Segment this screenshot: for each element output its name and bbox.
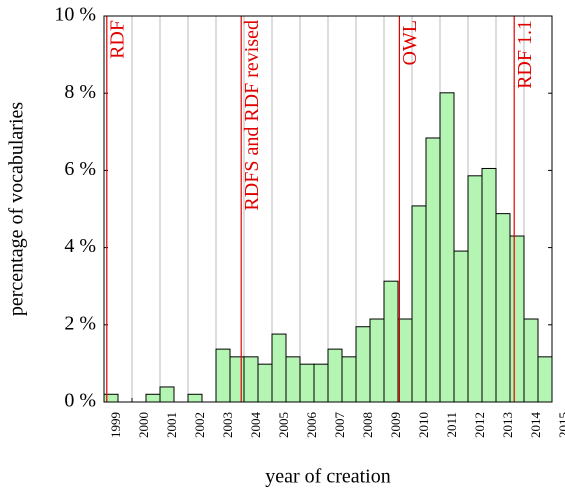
x-tick-label: 1999 xyxy=(108,412,123,438)
bar xyxy=(509,235,525,403)
x-tick-label: 2014 xyxy=(528,412,543,439)
x-tick-label: 2004 xyxy=(248,412,263,439)
bar xyxy=(453,250,469,403)
x-tick-label: 2011 xyxy=(444,412,459,438)
bar xyxy=(523,318,539,403)
event-label: RDFS and RDF revised xyxy=(241,20,263,211)
bar xyxy=(355,326,371,403)
x-tick-label: 2015 xyxy=(556,412,565,438)
event-label: RDF xyxy=(106,20,128,59)
bar xyxy=(271,333,287,403)
bar xyxy=(495,213,511,403)
x-tick-label: 2000 xyxy=(136,412,151,438)
bar xyxy=(369,318,385,403)
y-tick-label: 8 % xyxy=(64,81,96,103)
bar xyxy=(439,92,455,403)
bar xyxy=(285,356,301,403)
bar xyxy=(299,363,315,403)
y-tick-label: 4 % xyxy=(64,235,96,257)
x-tick-label: 2003 xyxy=(220,412,235,438)
x-tick-label: 2012 xyxy=(472,412,487,438)
x-tick-label: 2013 xyxy=(500,412,515,438)
y-tick-label: 10 % xyxy=(54,4,96,26)
x-tick-label: 2008 xyxy=(360,412,375,438)
bar xyxy=(467,175,483,403)
y-tick-label: 6 % xyxy=(64,158,96,180)
bar xyxy=(229,356,245,403)
bar xyxy=(425,137,441,403)
x-tick-label: 2010 xyxy=(416,412,431,438)
bar xyxy=(383,280,399,403)
bar xyxy=(327,348,343,403)
bar xyxy=(411,205,427,403)
bar xyxy=(243,356,259,403)
plot-frame xyxy=(103,15,553,403)
x-tick-label: 2009 xyxy=(388,412,403,438)
x-tick-label: 2006 xyxy=(304,412,319,439)
x-tick-label: 2002 xyxy=(192,412,207,438)
bar xyxy=(481,167,497,403)
y-tick-label: 2 % xyxy=(64,312,96,334)
y-axis-label: percentage of vocabularies xyxy=(6,102,28,317)
bar xyxy=(145,393,161,403)
bar xyxy=(397,318,413,403)
x-tick-label: 2005 xyxy=(276,412,291,438)
bar xyxy=(341,356,357,403)
event-label: OWL xyxy=(399,20,421,66)
bar xyxy=(313,363,329,403)
bar xyxy=(103,393,119,403)
y-tick-label: 0 % xyxy=(64,390,96,412)
x-tick-label: 2007 xyxy=(332,412,347,439)
bar xyxy=(537,356,553,403)
bar xyxy=(257,363,273,403)
bar xyxy=(215,348,231,403)
bar xyxy=(159,386,175,403)
x-tick-label: 2001 xyxy=(164,412,179,438)
bar xyxy=(187,393,203,403)
event-label: RDF 1.1 xyxy=(514,20,536,89)
x-axis-label: year of creation xyxy=(265,466,390,488)
